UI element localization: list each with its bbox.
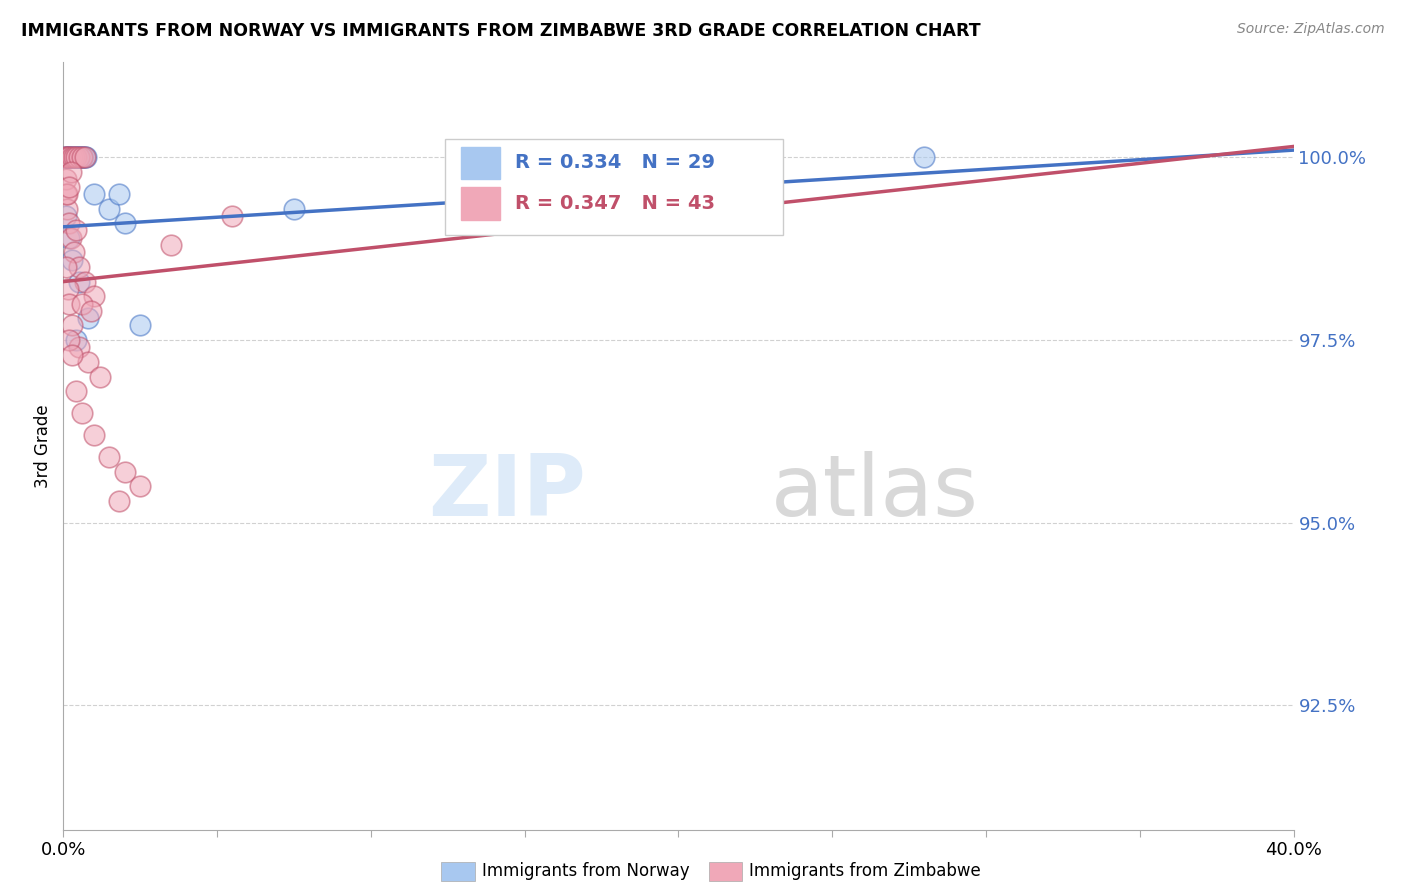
Text: Immigrants from Norway: Immigrants from Norway xyxy=(482,863,690,880)
Text: atlas: atlas xyxy=(770,450,979,533)
Point xyxy=(89,369,111,384)
Point xyxy=(67,340,90,354)
Point xyxy=(70,296,93,310)
Point xyxy=(83,289,105,303)
Point xyxy=(67,150,90,164)
Text: Source: ZipAtlas.com: Source: ZipAtlas.com xyxy=(1237,22,1385,37)
Text: IMMIGRANTS FROM NORWAY VS IMMIGRANTS FROM ZIMBABWE 3RD GRADE CORRELATION CHART: IMMIGRANTS FROM NORWAY VS IMMIGRANTS FRO… xyxy=(21,22,981,40)
Point xyxy=(63,245,86,260)
Point xyxy=(98,202,121,216)
Point xyxy=(160,238,183,252)
Point xyxy=(55,150,77,164)
Text: R = 0.334   N = 29: R = 0.334 N = 29 xyxy=(515,153,714,172)
Point xyxy=(129,479,152,493)
Point xyxy=(67,260,90,274)
Point xyxy=(55,186,77,201)
Point xyxy=(55,172,77,186)
Point xyxy=(53,150,76,164)
Point xyxy=(58,231,80,245)
Point xyxy=(58,179,80,194)
Text: ZIP: ZIP xyxy=(429,450,586,533)
Point xyxy=(62,150,84,164)
Point xyxy=(66,150,89,164)
Point xyxy=(65,223,87,237)
Point xyxy=(56,150,79,164)
Point xyxy=(283,202,305,216)
Y-axis label: 3rd Grade: 3rd Grade xyxy=(34,404,52,488)
Point xyxy=(76,311,98,326)
Point xyxy=(73,150,96,164)
Point xyxy=(58,296,80,310)
Text: Immigrants from Zimbabwe: Immigrants from Zimbabwe xyxy=(749,863,981,880)
Point xyxy=(114,216,136,230)
Point xyxy=(56,150,79,164)
Point xyxy=(69,150,91,164)
Point xyxy=(56,186,79,201)
Point xyxy=(63,150,86,164)
Point xyxy=(62,318,84,333)
Point xyxy=(70,150,93,164)
Point xyxy=(56,202,79,216)
Point xyxy=(65,333,87,347)
Point xyxy=(65,384,87,399)
Point xyxy=(65,150,87,164)
Point xyxy=(914,150,936,164)
Point xyxy=(65,150,87,164)
Point xyxy=(80,303,103,318)
FancyBboxPatch shape xyxy=(461,187,501,219)
Point xyxy=(107,493,129,508)
FancyBboxPatch shape xyxy=(461,147,501,179)
Point xyxy=(62,348,84,362)
Point xyxy=(67,275,90,289)
Point xyxy=(467,150,489,164)
Point xyxy=(107,186,129,201)
Point xyxy=(58,150,80,164)
Point xyxy=(98,450,121,464)
Point xyxy=(73,275,96,289)
Point xyxy=(63,150,86,164)
FancyBboxPatch shape xyxy=(444,139,783,235)
Point xyxy=(75,150,97,164)
Point xyxy=(67,150,90,164)
Point xyxy=(83,428,105,442)
Point xyxy=(73,150,96,164)
Point xyxy=(72,150,94,164)
Point xyxy=(58,333,80,347)
Point xyxy=(59,165,82,179)
Point xyxy=(221,209,243,223)
Point xyxy=(56,282,79,296)
Point xyxy=(58,150,80,164)
Point xyxy=(62,150,84,164)
Point xyxy=(53,150,76,164)
Point xyxy=(114,465,136,479)
Text: R = 0.347   N = 43: R = 0.347 N = 43 xyxy=(515,194,714,213)
Point xyxy=(129,318,152,333)
Point xyxy=(70,406,93,420)
Point xyxy=(70,150,93,164)
Point xyxy=(55,150,77,164)
Point xyxy=(83,186,105,201)
Point xyxy=(59,231,82,245)
Point xyxy=(76,355,98,369)
Point xyxy=(58,216,80,230)
Point xyxy=(55,209,77,223)
Point xyxy=(55,260,77,274)
Point xyxy=(59,150,82,164)
Point xyxy=(62,252,84,267)
